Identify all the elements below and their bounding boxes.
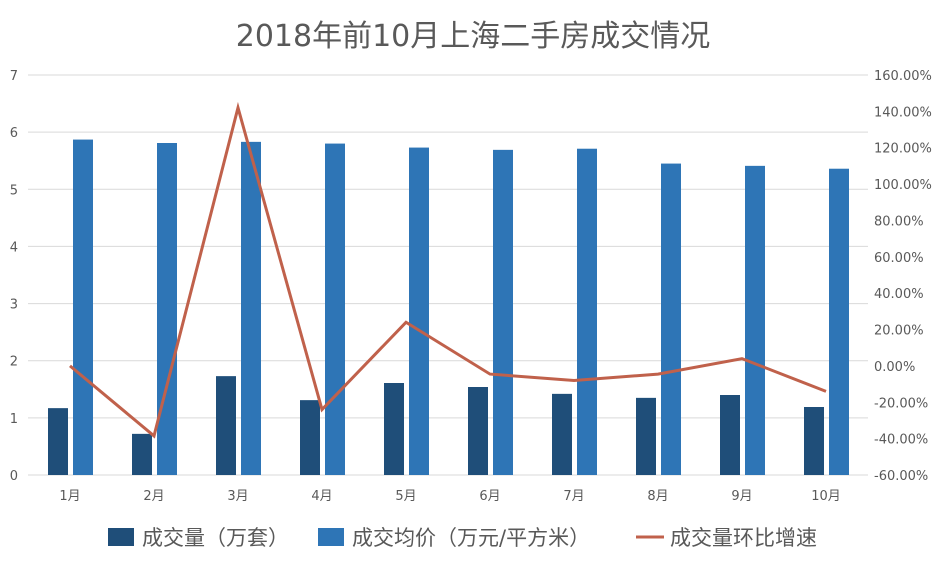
y2-tick-label: 160.00%: [874, 69, 932, 84]
y2-tick-label: 60.00%: [874, 251, 924, 266]
y-tick-label: 7: [10, 69, 18, 84]
legend-label: 成交均价（万元/平方米）: [352, 526, 590, 550]
y2-tick-label: 100.00%: [874, 178, 932, 193]
y2-tick-label: -60.00%: [874, 469, 928, 484]
bar-volume: [636, 397, 656, 475]
bar-price: [409, 147, 429, 476]
bar-price: [493, 149, 513, 475]
y-tick-label: 6: [10, 126, 18, 141]
growth-line: [69, 101, 827, 439]
bar-volume: [300, 400, 320, 475]
y2-tick-label: 0.00%: [874, 360, 915, 375]
bar-price: [241, 141, 261, 475]
y2-tick-label: 80.00%: [874, 214, 924, 229]
legend-label: 成交量（万套）: [142, 526, 289, 550]
y-tick-label: 3: [10, 298, 18, 313]
chart-title: 2018年前10月上海二手房成交情况: [236, 19, 711, 54]
y2-tick-label: 120.00%: [874, 142, 932, 157]
y-tick-label: 4: [10, 240, 18, 255]
bar-price: [157, 143, 177, 475]
bar-price: [829, 168, 849, 475]
y2-tick-label: 20.00%: [874, 324, 924, 339]
legend-swatch: [108, 528, 134, 546]
y2-tick-label: -40.00%: [874, 433, 928, 448]
bar-volume: [216, 376, 236, 475]
bar-volume: [468, 387, 488, 475]
y-tick-label: 5: [10, 183, 18, 198]
bar-volume: [48, 408, 68, 475]
x-tick-label: 7月: [563, 489, 584, 504]
x-tick-label: 8月: [647, 489, 668, 504]
bar-price: [325, 143, 345, 476]
y-tick-label: 2: [10, 355, 18, 370]
y-tick-label: 0: [10, 469, 18, 484]
bar-price: [73, 139, 93, 476]
x-tick-label: 4月: [311, 489, 332, 504]
bar-price: [661, 163, 681, 476]
x-tick-label: 10月: [811, 489, 841, 504]
bar-price: [745, 165, 765, 475]
bar-price: [577, 148, 597, 475]
bar-volume: [552, 393, 572, 475]
bar-volume: [720, 395, 740, 475]
x-tick-label: 5月: [395, 489, 416, 504]
x-tick-label: 3月: [227, 489, 248, 504]
legend-swatch: [318, 528, 344, 546]
y2-tick-label: 40.00%: [874, 287, 924, 302]
bar-volume: [804, 407, 824, 475]
x-tick-label: 6月: [479, 489, 500, 504]
y2-tick-label: 140.00%: [874, 105, 932, 120]
x-tick-label: 2月: [143, 489, 164, 504]
y-tick-label: 1: [10, 412, 18, 427]
legend-label: 成交量环比增速: [670, 526, 817, 550]
bar-volume: [384, 383, 404, 475]
x-tick-label: 9月: [731, 489, 752, 504]
y2-tick-label: -20.00%: [874, 396, 928, 411]
x-tick-label: 1月: [59, 489, 80, 504]
bar-volume: [132, 433, 152, 475]
